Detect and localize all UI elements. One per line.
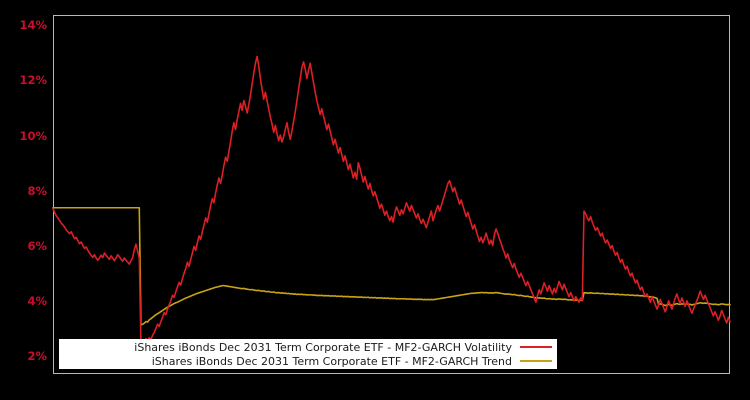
- chart-legend[interactable]: iShares iBonds Dec 2031 Term Corporate E…: [59, 339, 557, 369]
- y-axis-tick-label: 2%: [27, 349, 47, 364]
- y-axis-tick-label: 12%: [19, 73, 47, 88]
- volatility-line-swatch-icon: [520, 346, 552, 348]
- y-axis-tick-label: 6%: [27, 238, 47, 253]
- y-axis-tick-labels: 14% 12% 10% 8% 6% 4% 2%: [0, 0, 47, 400]
- legend-item-volatility: iShares iBonds Dec 2031 Term Corporate E…: [60, 340, 556, 354]
- y-axis-tick-label: 4%: [27, 294, 47, 309]
- legend-label-volatility: iShares iBonds Dec 2031 Term Corporate E…: [134, 340, 512, 354]
- plot-area-frame: [53, 15, 730, 374]
- y-axis-tick-label: 10%: [19, 128, 47, 143]
- y-axis-tick-label: 8%: [27, 183, 47, 198]
- legend-label-trend: iShares iBonds Dec 2031 Term Corporate E…: [151, 354, 512, 368]
- legend-item-trend: iShares iBonds Dec 2031 Term Corporate E…: [60, 354, 556, 368]
- trend-line-swatch-icon: [520, 360, 552, 362]
- y-axis-tick-label: 14%: [19, 18, 47, 33]
